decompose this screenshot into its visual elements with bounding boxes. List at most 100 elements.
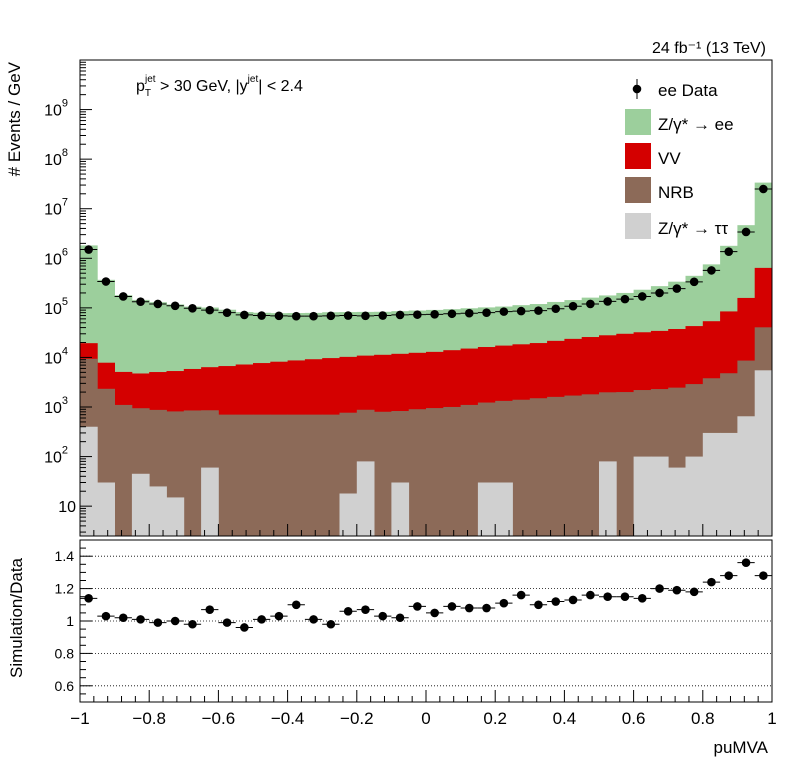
bar-z-23 <box>477 482 496 536</box>
ratio-point-19 <box>413 602 422 611</box>
y-tick-label-2: 103 <box>44 395 68 417</box>
bar-nrb-19 <box>408 409 427 536</box>
x-tick-label-2: −0.6 <box>202 709 236 728</box>
ratio-point-4 <box>153 618 163 627</box>
data-point-1 <box>101 277 111 286</box>
legend-label-0: ee Data <box>658 81 718 100</box>
main-axes: 10 102 103 104 105 106 107 108 109 <box>44 61 773 536</box>
data-point-5 <box>170 301 180 311</box>
ratio-point-22 <box>464 603 474 613</box>
ratio-point-14 <box>326 619 336 629</box>
bar-z-0 <box>80 426 98 536</box>
legend-swatch-2 <box>625 143 651 169</box>
legend-label-1: Z/γ* → ee <box>658 115 734 134</box>
main-y-axis-label: # Events / GeV <box>5 61 24 176</box>
ratio-point-36 <box>707 577 716 587</box>
data-point-17 <box>378 311 388 320</box>
x-tick-label-9: 0.8 <box>691 709 715 728</box>
legend-swatch-4 <box>625 213 651 239</box>
bar-z-3 <box>131 473 150 536</box>
bar-nrb-26 <box>529 398 548 536</box>
ratio-point-28 <box>568 595 578 605</box>
main-stack-bars <box>80 182 773 536</box>
ratio-point-2 <box>118 613 128 623</box>
bar-z-35 <box>685 456 704 536</box>
bar-z-7 <box>201 467 219 536</box>
ratio-point-17 <box>378 611 388 621</box>
data-point-23 <box>482 308 491 317</box>
data-point-36 <box>707 266 716 275</box>
ratio-point-3 <box>136 615 145 624</box>
ratio-point-33 <box>655 584 664 593</box>
y-tick-label-6: 107 <box>44 197 68 219</box>
data-point-11 <box>274 311 284 321</box>
ratio-point-29 <box>586 590 595 600</box>
y-tick-label-4: 105 <box>44 296 68 318</box>
data-point-15 <box>343 311 353 320</box>
ratio-point-0 <box>84 594 93 603</box>
ratio-point-27 <box>551 597 561 606</box>
ratio-point-15 <box>343 606 353 616</box>
y-tick-label-1: 102 <box>44 445 68 467</box>
data-point-6 <box>188 303 197 313</box>
data-point-27 <box>551 304 561 314</box>
x-tick-label-0: −1 <box>70 709 89 728</box>
ratio-point-7 <box>205 605 215 614</box>
bar-nrb-9 <box>235 414 254 536</box>
ratio-point-13 <box>309 615 318 624</box>
bar-z-38 <box>737 416 756 536</box>
bar-z-18 <box>391 482 410 536</box>
ratio-y-axis-label: Simulation/Data <box>7 557 26 678</box>
bar-nrb-12 <box>287 414 306 536</box>
data-point-37 <box>724 247 734 256</box>
bar-z-5 <box>166 497 185 536</box>
ratio-point-6 <box>188 619 197 629</box>
ratio-data-points <box>80 558 772 632</box>
bar-nrb-17 <box>374 411 392 536</box>
legend-swatch-1 <box>625 109 651 135</box>
ratio-point-30 <box>603 592 612 601</box>
bar-z-39 <box>754 370 773 536</box>
bar-nrb-22 <box>460 404 479 536</box>
y-tick-label-7: 108 <box>44 147 68 169</box>
bar-nrb-20 <box>426 408 444 536</box>
ratio-point-10 <box>257 615 266 624</box>
data-point-3 <box>136 297 145 307</box>
data-point-9 <box>240 310 249 320</box>
data-point-26 <box>534 306 543 315</box>
ratio-y-tick-label-3: 1.2 <box>55 581 75 597</box>
bar-nrb-10 <box>253 414 271 536</box>
ratio-point-16 <box>361 605 370 614</box>
bar-z-15 <box>339 493 358 536</box>
bar-z-24 <box>495 482 513 536</box>
bar-z-30 <box>599 461 617 536</box>
bar-nrb-25 <box>512 399 531 536</box>
bar-nrb-13 <box>304 414 323 536</box>
ratio-point-8 <box>222 618 232 627</box>
bar-nrb-6 <box>183 410 202 536</box>
bar-nrb-21 <box>443 406 461 536</box>
x-tick-label-10: 1 <box>767 709 776 728</box>
data-point-30 <box>603 297 612 306</box>
ratio-point-23 <box>482 603 491 613</box>
data-point-32 <box>637 292 647 301</box>
ratio-y-tick-label-0: 0.6 <box>55 678 75 694</box>
ratio-point-1 <box>101 611 111 621</box>
legend-label-3: NRB <box>658 183 694 202</box>
data-point-10 <box>257 311 266 320</box>
y-tick-label-3: 104 <box>44 345 68 367</box>
ratio-point-39 <box>759 571 768 580</box>
ratio-y-tick-label-4: 1.4 <box>55 548 75 564</box>
ratio-point-18 <box>395 613 405 623</box>
bar-z-16 <box>356 461 375 536</box>
x-tick-label-4: −0.2 <box>340 709 374 728</box>
ratio-point-37 <box>724 571 734 580</box>
lumi-label: 24 fb⁻¹ (13 TeV) <box>652 40 766 57</box>
legend: ee Data Z/γ* → ee VV NRB Z/γ* → ττ <box>625 79 734 239</box>
ratio-point-5 <box>170 616 180 626</box>
data-point-19 <box>413 310 422 319</box>
data-point-29 <box>586 299 595 309</box>
data-point-34 <box>672 284 682 293</box>
bar-nrb-2 <box>114 404 133 536</box>
